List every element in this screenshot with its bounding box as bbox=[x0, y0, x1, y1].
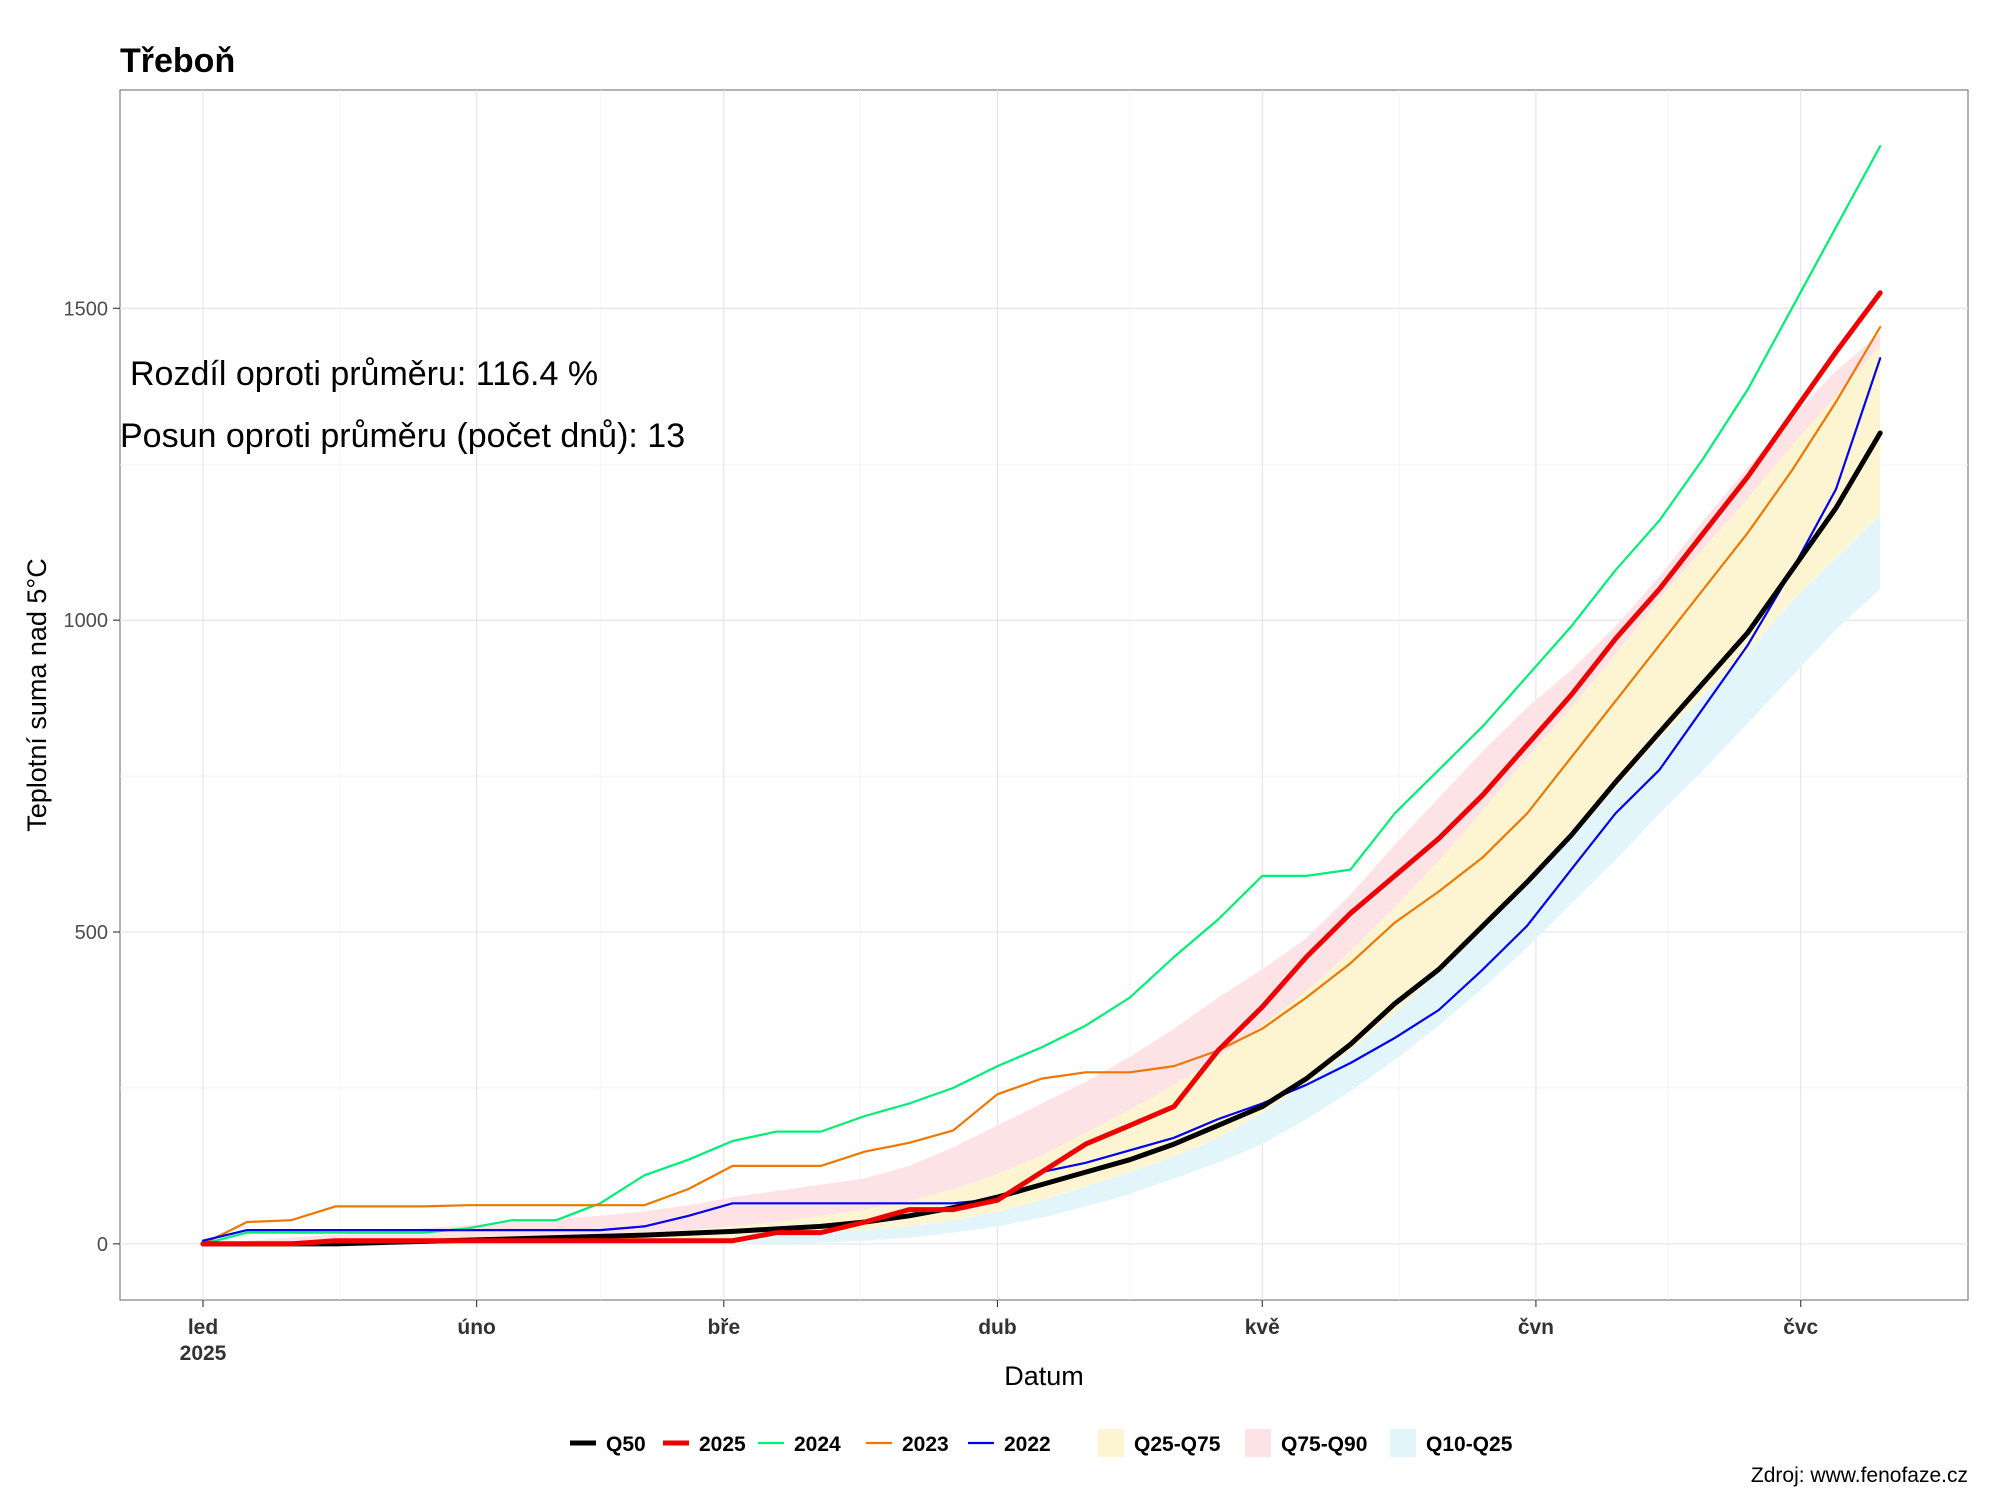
x-axis-title: Datum bbox=[1004, 1361, 1084, 1391]
series-line-2025 bbox=[200, 290, 1883, 1247]
legend-label: Q50 bbox=[606, 1433, 646, 1456]
quantile-bands bbox=[203, 333, 1881, 1244]
y-tick-label: 1500 bbox=[64, 298, 109, 320]
legend-label: Q75-Q90 bbox=[1281, 1433, 1367, 1456]
source-note: Zdroj: www.fenofaze.cz bbox=[1751, 1464, 1968, 1487]
y-axis-title: Teplotní suma nad 5°C bbox=[22, 558, 52, 831]
y-tick-label: 1000 bbox=[64, 610, 109, 632]
series-lines bbox=[200, 145, 1883, 1247]
legend-label: Q10-Q25 bbox=[1426, 1433, 1513, 1456]
annotation-difference: Rozdíl oproti průměru: 116.4 % bbox=[130, 355, 598, 393]
x-tick-label: dub bbox=[978, 1316, 1016, 1339]
legend-label: 2025 bbox=[699, 1433, 746, 1456]
legend-label: 2024 bbox=[794, 1433, 841, 1456]
series-line-2024 bbox=[201, 145, 1882, 1245]
legend-label: 2023 bbox=[902, 1433, 949, 1456]
legend: Q50 2025 2024 2023 2022 Q25-Q75 Q75-Q90 Q10-Q25 bbox=[570, 1429, 1513, 1457]
x-tick-label: bře bbox=[707, 1316, 740, 1339]
legend-key-q25-q75 bbox=[1098, 1429, 1124, 1457]
annotation-shift: Posun oproti průměru (počet dnů): 13 bbox=[120, 417, 685, 455]
x-tick-label: úno bbox=[457, 1316, 495, 1339]
x-tick-label: čvc bbox=[1783, 1316, 1818, 1339]
legend-label: 2022 bbox=[1004, 1433, 1051, 1456]
x-tick-label: kvě bbox=[1245, 1316, 1280, 1339]
chart-title: Třeboň bbox=[120, 42, 235, 80]
legend-key-q10-q25 bbox=[1390, 1429, 1416, 1457]
x-axis-ticks: led 2025 úno bře dub kvě čvn čvc bbox=[180, 1300, 1819, 1365]
y-tick-label: 500 bbox=[75, 922, 108, 944]
legend-label: Q25-Q75 bbox=[1134, 1433, 1221, 1456]
x-tick-label: led bbox=[188, 1316, 218, 1339]
band-q25-q75 bbox=[203, 345, 1881, 1244]
legend-key-q75-q90 bbox=[1245, 1429, 1271, 1457]
band-q10-q25 bbox=[203, 514, 1881, 1244]
y-tick-label: 0 bbox=[97, 1234, 108, 1256]
series-line-2023 bbox=[201, 325, 1882, 1245]
y-axis-ticks: 0 500 1000 1500 bbox=[64, 298, 120, 1256]
x-tick-sublabel: 2025 bbox=[180, 1342, 227, 1365]
x-tick-label: čvn bbox=[1518, 1316, 1554, 1339]
